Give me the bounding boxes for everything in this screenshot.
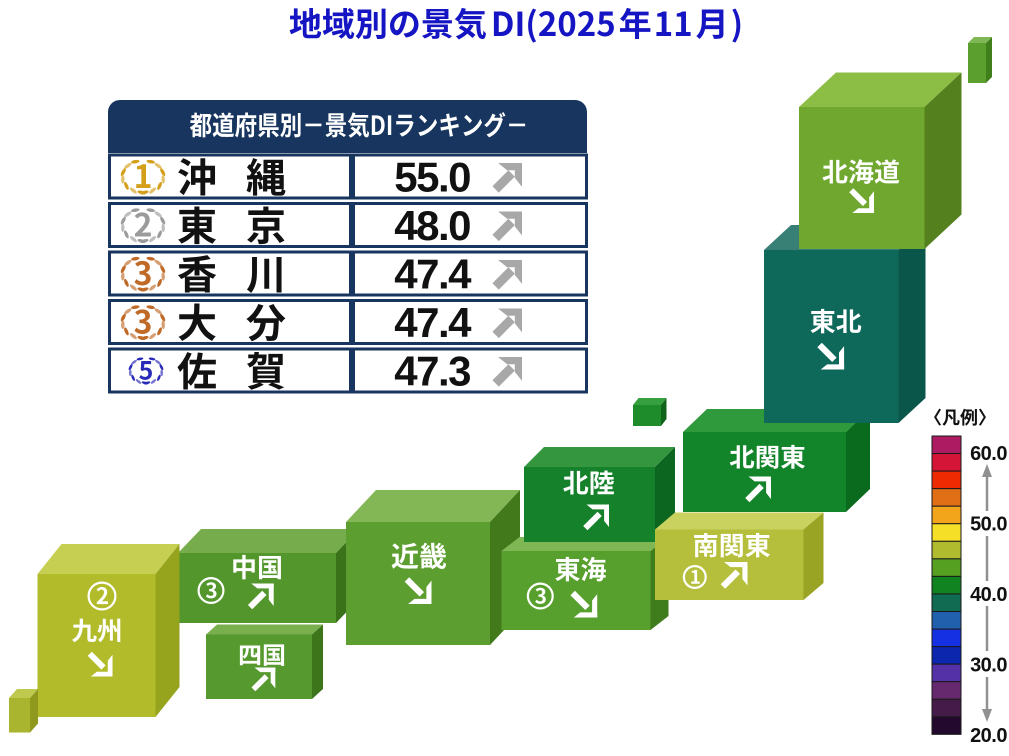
svg-text:47.4: 47.4 (394, 251, 472, 298)
svg-text:20.0: 20.0 (970, 725, 1007, 747)
svg-text:30.0: 30.0 (970, 655, 1007, 677)
svg-text:48.0: 48.0 (394, 202, 470, 249)
svg-text:50.0: 50.0 (970, 513, 1007, 535)
svg-text:40.0: 40.0 (970, 584, 1007, 606)
svg-text:60.0: 60.0 (970, 443, 1007, 465)
svg-text:47.3: 47.3 (394, 348, 470, 395)
svg-text:55.0: 55.0 (394, 154, 470, 201)
svg-text:47.4: 47.4 (394, 299, 472, 346)
